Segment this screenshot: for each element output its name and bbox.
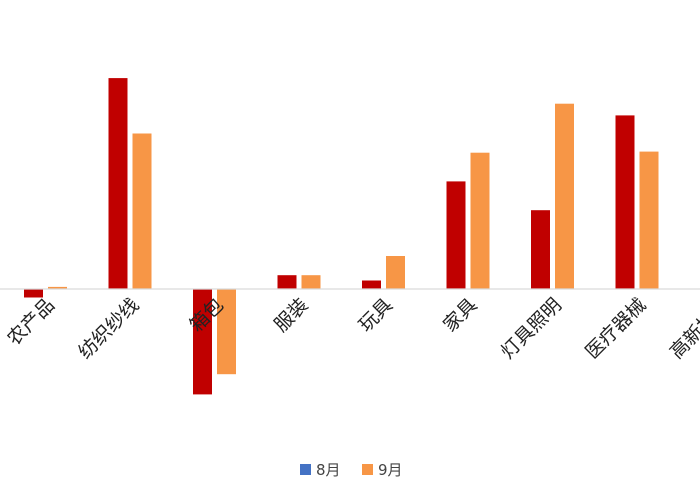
legend-swatch-8月 xyxy=(300,464,311,475)
category-label: 医疗器械 xyxy=(581,294,650,363)
category-label: 纺织纱线 xyxy=(74,294,143,363)
legend-label-9月: 9月 xyxy=(378,461,403,479)
bar-8月-家具 xyxy=(446,181,466,289)
bar-8月-箱包 xyxy=(193,289,212,395)
bar-9月-纺织纱线 xyxy=(132,133,152,289)
legend-label-8月: 8月 xyxy=(316,461,341,479)
legend-swatch-9月 xyxy=(362,464,373,475)
category-label: 家具 xyxy=(439,294,481,336)
category-label: 农产品 xyxy=(3,294,59,350)
bar-8月-纺织纱线 xyxy=(108,78,128,289)
category-label: 玩具 xyxy=(355,294,397,336)
bar-8月-玩具 xyxy=(362,280,381,289)
bar-8月-灯具照明 xyxy=(531,210,550,289)
category-label: 灯具照明 xyxy=(497,294,566,363)
bar-9月-箱包 xyxy=(217,289,236,375)
bar-8月-医疗器械 xyxy=(615,115,635,290)
category-labels-group: 农产品 纺织纱线 箱包 服装 玩具 家具 灯具照明 医疗器械 高新技术 xyxy=(3,294,700,363)
bar-9月-农产品 xyxy=(48,286,67,289)
bars-group xyxy=(24,78,659,395)
category-label: 服装 xyxy=(270,294,312,336)
bar-8月-服装 xyxy=(277,275,297,289)
bar-9月-服装 xyxy=(301,275,321,289)
bar-9月-灯具照明 xyxy=(555,103,574,289)
category-label: 高新技术 xyxy=(666,294,700,363)
bar-9月-医疗器械 xyxy=(639,151,659,289)
legend: 8月 9月 xyxy=(300,461,403,479)
bar-9月-玩具 xyxy=(386,256,405,289)
bar-8月-农产品 xyxy=(24,289,43,298)
bar-9月-家具 xyxy=(470,152,490,289)
